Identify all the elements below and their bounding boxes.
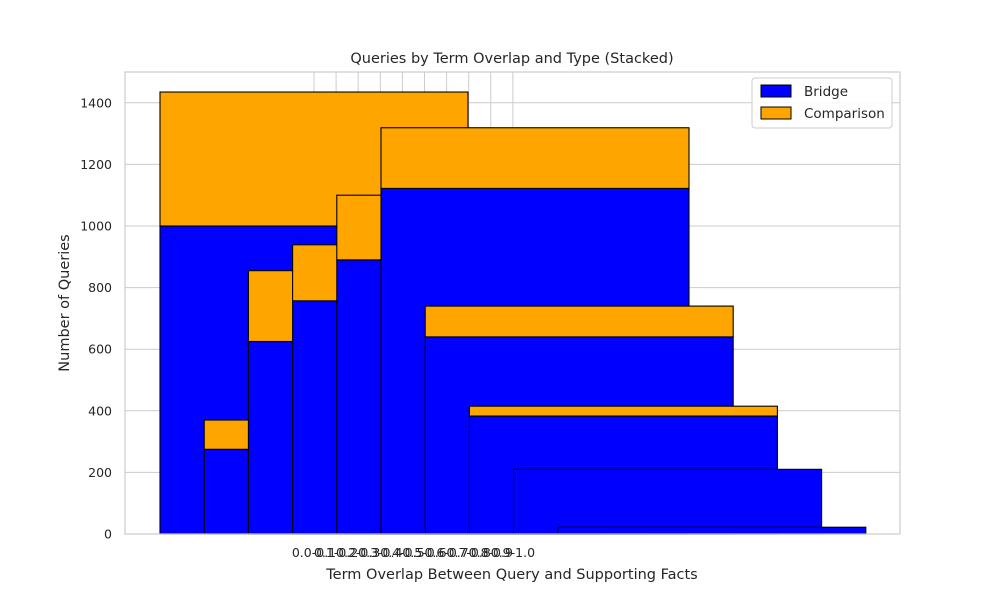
x-tick-label: 0.4-0.5: [380, 545, 424, 560]
y-axis-label: Number of Queries: [57, 234, 73, 371]
x-tick-label: 0.5-0.6: [402, 545, 446, 560]
y-tick-label: 600: [88, 342, 112, 357]
y-tick-label: 1400: [80, 95, 112, 110]
legend: Bridge Comparison: [751, 77, 893, 129]
bar-bridge-0.9-1.0: [557, 526, 867, 535]
bars: [159, 91, 867, 535]
y-ticks: 0 200 400 600 800 1000 1200 1400: [80, 95, 112, 541]
y-tick-label: 400: [88, 403, 112, 418]
x-ticks: 0.0-0.10.1-0.20.2-0.30.3-0.40.4-0.50.5-0…: [292, 545, 535, 560]
y-tick-label: 0: [104, 527, 112, 542]
bar-comparison-0.6-0.7: [424, 305, 734, 338]
x-tick-label: 0.6-0.7: [424, 545, 468, 560]
y-tick-label: 200: [88, 465, 112, 480]
x-tick-label: 0.3-0.4: [358, 545, 402, 560]
x-tick-label: 0.1-0.2: [314, 545, 358, 560]
x-tick-label: 0.8-0.9: [469, 545, 513, 560]
legend-label-comparison: Comparison: [804, 106, 885, 122]
x-tick-label: 0.2-0.3: [336, 545, 380, 560]
y-tick-label: 1200: [80, 157, 112, 172]
y-tick-label: 800: [88, 280, 112, 295]
x-axis-label: Term Overlap Between Query and Supportin…: [325, 567, 697, 583]
x-tick-label: 0.7-0.8: [447, 545, 491, 560]
legend-swatch-comparison: [760, 106, 792, 120]
bar-bridge-0.8-0.9: [513, 468, 823, 535]
y-tick-label: 1000: [80, 219, 112, 234]
bar-comparison-0.5-0.6: [380, 127, 690, 189]
bar-comparison-0.7-0.8: [468, 405, 778, 417]
x-tick-label: 0.9-1.0: [491, 545, 535, 560]
legend-label-bridge: Bridge: [804, 84, 848, 100]
legend-swatch-bridge: [760, 84, 792, 98]
plot-frame: [124, 71, 901, 535]
chart-title: Queries by Term Overlap and Type (Stacke…: [350, 51, 673, 67]
x-tick-label: 0.0-0.1: [292, 545, 336, 560]
